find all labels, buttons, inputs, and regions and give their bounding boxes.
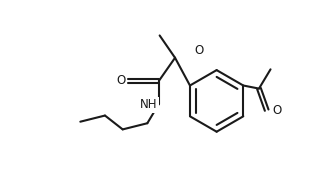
Text: O: O [194, 44, 204, 57]
Text: O: O [117, 74, 126, 87]
Text: NH: NH [140, 98, 157, 111]
Text: O: O [272, 104, 281, 117]
